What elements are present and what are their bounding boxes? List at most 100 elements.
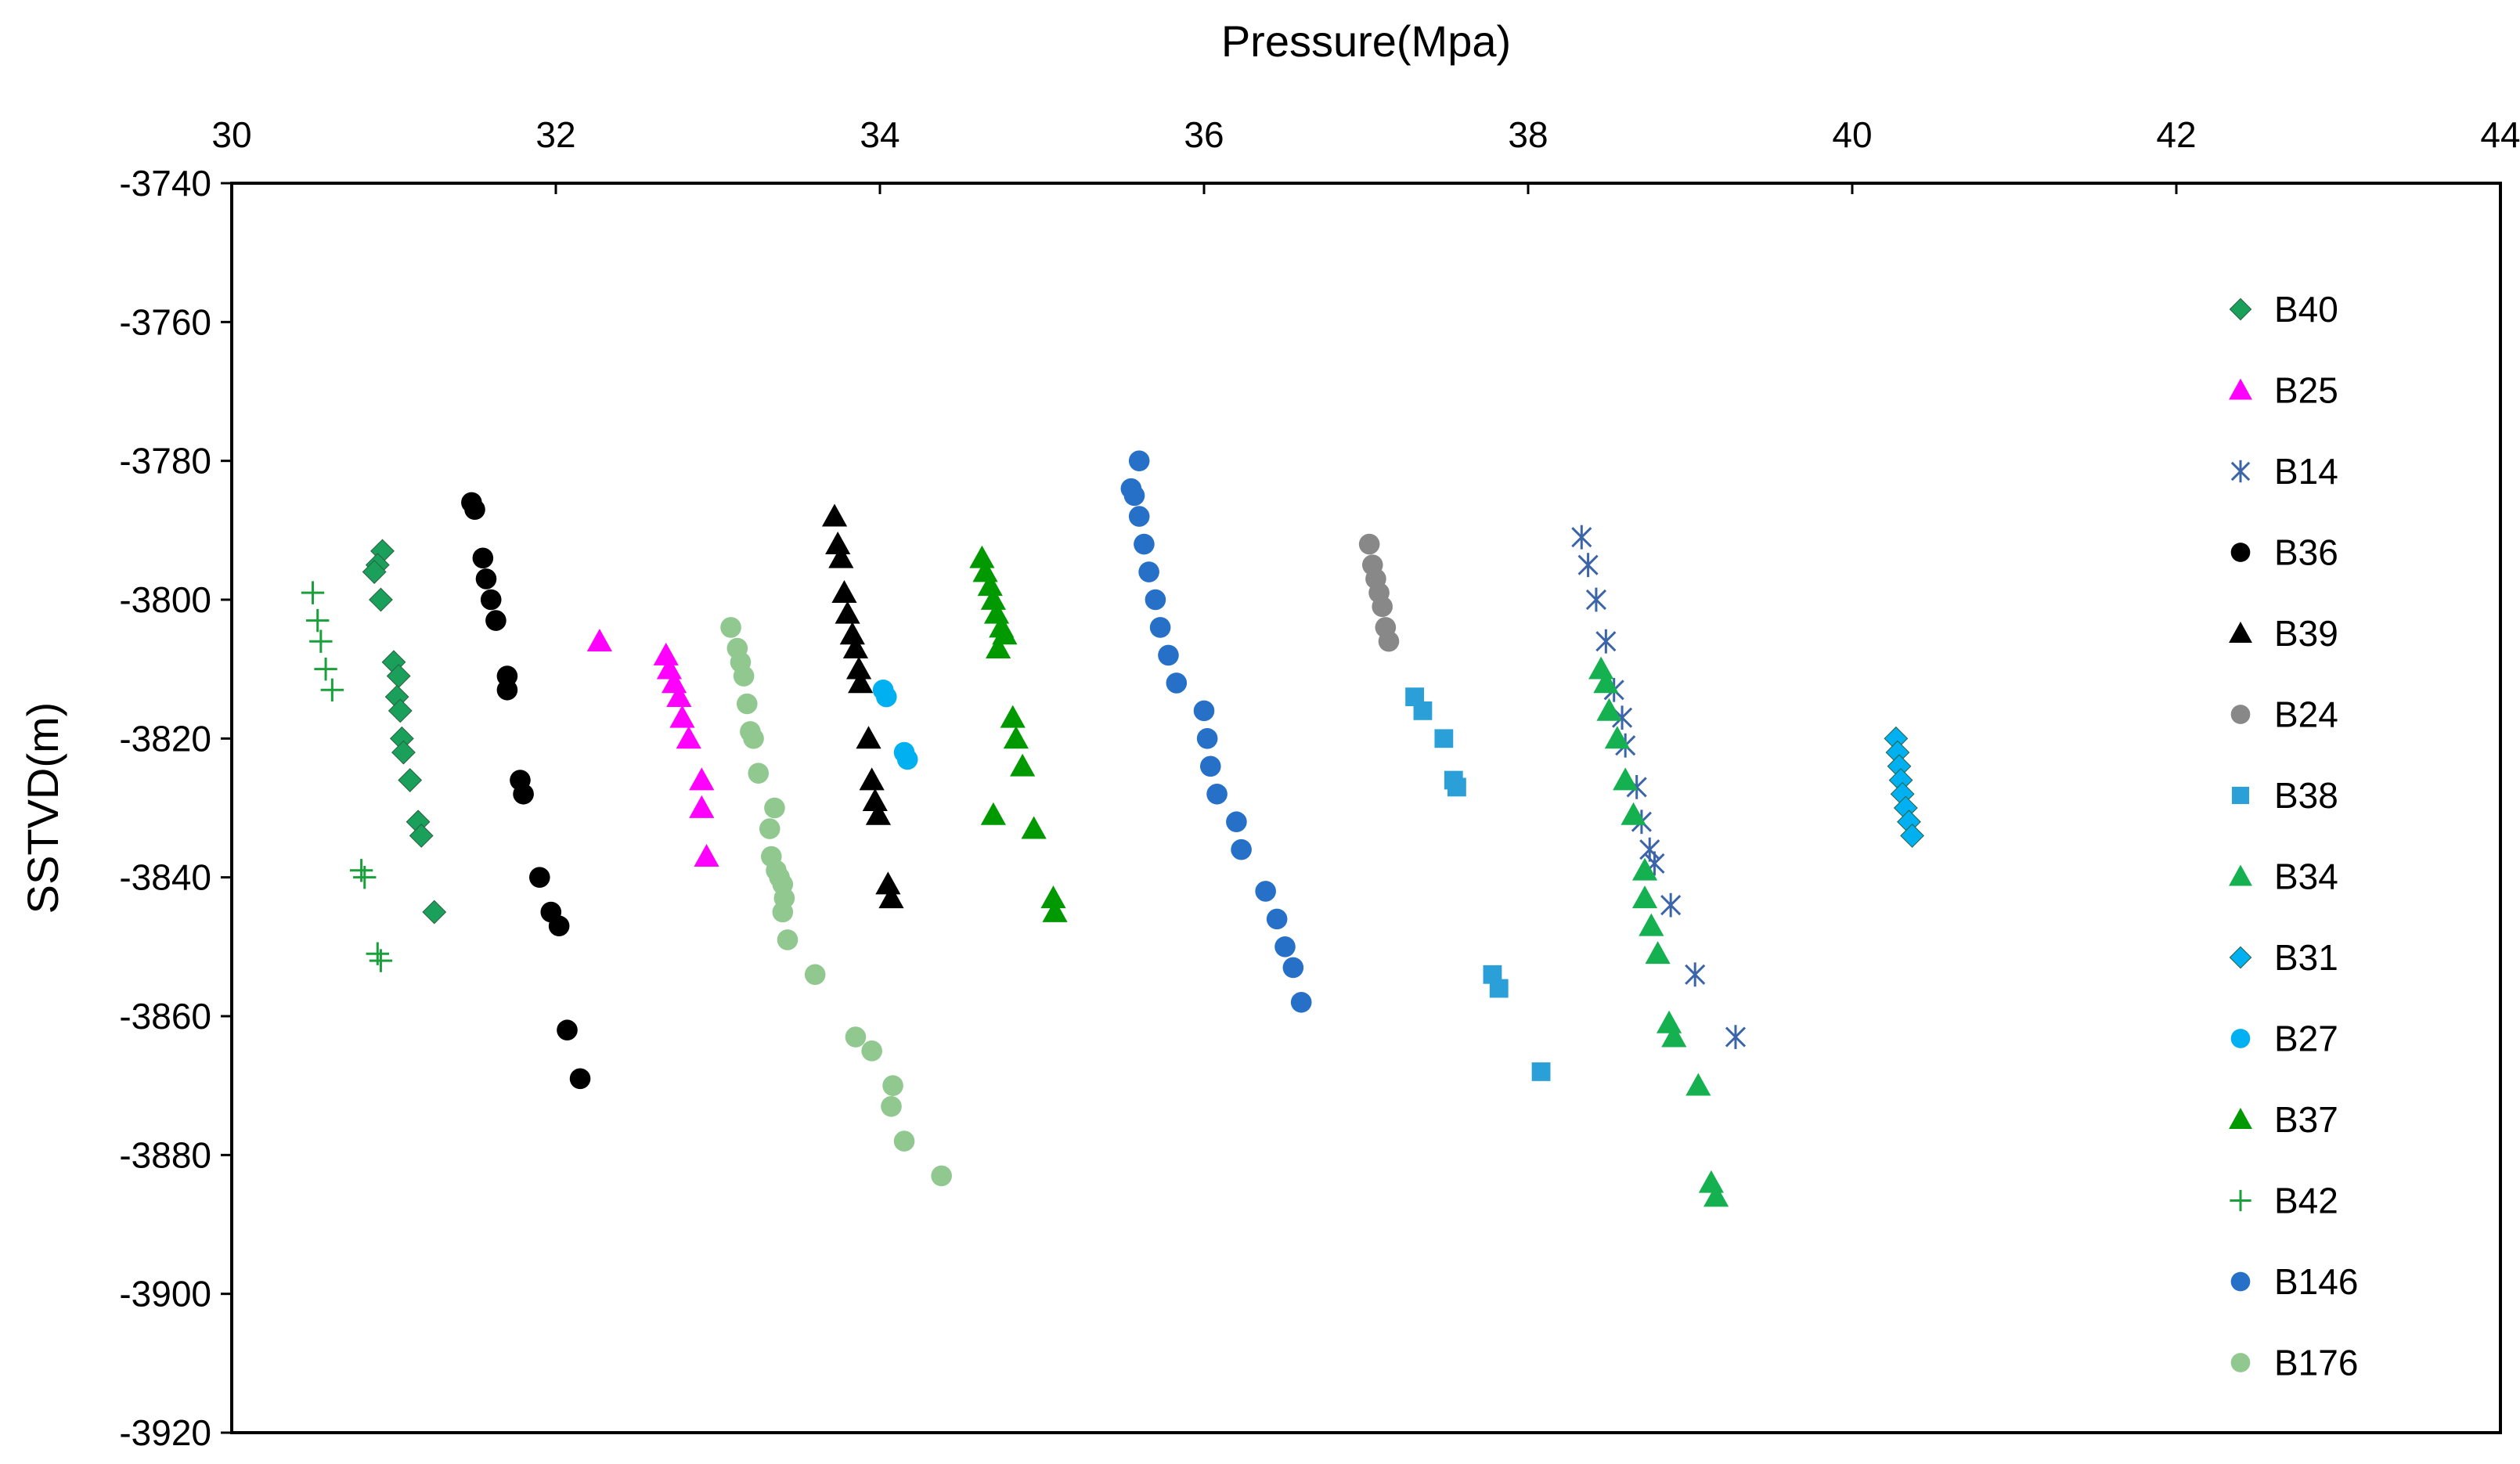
data-point-b25 — [653, 642, 679, 665]
legend-marker-b14 — [2230, 460, 2251, 483]
data-point-b40 — [391, 740, 416, 765]
data-point-b34 — [1645, 941, 1671, 965]
legend-item-b39: B39 — [2229, 613, 2338, 654]
data-point-b176 — [804, 964, 826, 986]
data-point-b27 — [896, 748, 918, 770]
ticks-layer: 30 32 34 36 38 40 42 44 -3740 -3760 -3780 -3800 -382… — [119, 114, 2520, 1453]
x-axis-title: Pressure(Mpa) — [1221, 16, 1511, 66]
legend-item-b14: B14 — [2230, 451, 2338, 492]
legend-item-b34: B34 — [2229, 856, 2338, 897]
data-point-b14 — [1660, 892, 1682, 918]
data-point-b39 — [835, 600, 860, 624]
data-point-b37 — [1042, 899, 1068, 922]
data-point-b176 — [931, 1165, 952, 1187]
data-point-b146 — [1123, 485, 1145, 507]
legend-label: B37 — [2274, 1099, 2338, 1140]
data-point-b39 — [878, 885, 904, 909]
legend-label: B36 — [2274, 532, 2338, 573]
y-tick-label: -3800 — [119, 579, 211, 620]
legend-item-b38: B38 — [2231, 775, 2338, 816]
data-point-b24 — [1378, 630, 1400, 652]
y-tick-label: -3880 — [119, 1134, 211, 1175]
data-point-b38 — [1413, 701, 1433, 720]
data-point-b34 — [1593, 670, 1619, 694]
data-point-b42 — [309, 629, 333, 653]
legend-item-b42: B42 — [2230, 1181, 2338, 1221]
data-point-b25 — [586, 629, 612, 652]
legend-marker-b27 — [2230, 1029, 2251, 1048]
y-tick-label: -3860 — [119, 996, 211, 1037]
data-point-b176 — [882, 1075, 903, 1096]
data-point-b37 — [1021, 816, 1047, 839]
data-point-b36 — [529, 867, 550, 888]
plot-area-frame — [230, 182, 2502, 1434]
points-layer — [301, 450, 1924, 1207]
data-point-b39 — [859, 767, 885, 791]
legend-label: B42 — [2274, 1181, 2338, 1221]
data-point-b25 — [676, 726, 701, 749]
data-point-b37 — [980, 802, 1006, 825]
data-point-b14 — [1725, 1025, 1747, 1049]
series-b39 — [821, 503, 904, 909]
data-point-b14 — [1571, 525, 1592, 550]
data-point-b14 — [1595, 629, 1617, 654]
data-point-b34 — [1703, 1184, 1729, 1207]
data-point-b39 — [828, 545, 854, 568]
legend-label: B27 — [2274, 1019, 2338, 1059]
data-point-b146 — [1255, 881, 1276, 902]
legend-marker-b146 — [2230, 1271, 2251, 1292]
data-point-b42 — [314, 657, 337, 681]
legend-label: B34 — [2274, 856, 2338, 897]
data-point-b39 — [845, 656, 872, 680]
data-point-b34 — [1685, 1073, 1711, 1096]
data-point-b36 — [496, 679, 518, 701]
series-b24 — [1358, 533, 1400, 652]
data-point-b36 — [480, 589, 502, 611]
data-point-b39 — [865, 802, 892, 825]
legend-label: B40 — [2274, 289, 2338, 330]
data-point-b42 — [353, 865, 377, 889]
data-point-b39 — [862, 788, 888, 812]
data-point-b34 — [1613, 767, 1639, 791]
x-tick-label: 38 — [1508, 114, 1548, 155]
data-point-b36 — [557, 1019, 578, 1041]
data-point-b40 — [369, 587, 393, 612]
data-point-b34 — [1596, 698, 1622, 721]
legend-marker-b37 — [2229, 1108, 2252, 1129]
data-point-b42 — [301, 581, 325, 604]
legend-marker-b176 — [2230, 1353, 2251, 1372]
data-point-b176 — [881, 1095, 902, 1117]
x-tick-label: 44 — [2480, 114, 2520, 155]
data-point-b42 — [369, 949, 393, 972]
data-point-b40 — [422, 900, 447, 925]
data-point-b34 — [1621, 802, 1646, 825]
series-b176 — [720, 617, 952, 1187]
data-point-b146 — [1166, 673, 1188, 694]
legend-item-b25: B25 — [2229, 370, 2338, 411]
data-point-b176 — [764, 797, 785, 819]
y-tick-label: -3820 — [119, 718, 211, 759]
data-point-b25 — [669, 705, 695, 728]
data-point-b146 — [1266, 908, 1288, 930]
data-point-b176 — [772, 901, 794, 923]
series-b42 — [301, 581, 393, 972]
data-point-b146 — [1282, 957, 1304, 979]
data-point-b37 — [1010, 753, 1036, 777]
data-point-b40 — [362, 560, 387, 584]
y-tick-label: -3920 — [119, 1412, 211, 1453]
data-point-b146 — [1226, 811, 1247, 833]
legend-label: B39 — [2274, 613, 2338, 654]
y-tick-label: -3780 — [119, 441, 211, 481]
data-point-b176 — [759, 818, 781, 839]
data-point-b36 — [485, 610, 507, 631]
data-point-b176 — [743, 728, 764, 749]
data-point-b39 — [821, 503, 848, 527]
data-point-b39 — [856, 726, 881, 749]
data-point-b38 — [1434, 729, 1454, 748]
data-point-b176 — [861, 1040, 882, 1062]
data-point-b42 — [320, 678, 344, 701]
legend-label: B25 — [2274, 370, 2338, 411]
data-point-b146 — [1128, 450, 1150, 471]
data-point-b146 — [1128, 506, 1150, 527]
